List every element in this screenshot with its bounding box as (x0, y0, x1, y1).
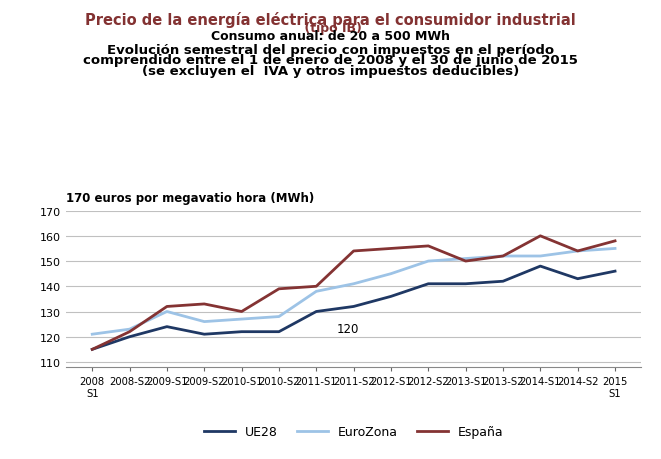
Text: comprendido entre el 1 de enero de 2008 y el 30 de junio de 2015: comprendido entre el 1 de enero de 2008 … (83, 54, 578, 67)
España (313, 284, 321, 290)
UE28 (350, 304, 358, 309)
UE28 (611, 269, 619, 274)
EuroZona (499, 254, 507, 259)
EuroZona (275, 314, 283, 319)
EuroZona (424, 259, 432, 264)
Text: 170 euros por megavatio hora (MWh): 170 euros por megavatio hora (MWh) (66, 191, 315, 204)
España (461, 259, 469, 264)
España (275, 286, 283, 292)
Line: España: España (93, 236, 615, 350)
España (387, 246, 395, 252)
UE28 (89, 347, 97, 353)
España (163, 304, 171, 309)
España (126, 329, 134, 335)
Line: EuroZona: EuroZona (93, 249, 615, 335)
UE28 (536, 264, 544, 269)
EuroZona (574, 249, 582, 254)
España (238, 309, 246, 314)
UE28 (499, 279, 507, 285)
EuroZona (536, 254, 544, 259)
Text: (se excluyen el  IVA y otros impuestos deducibles): (se excluyen el IVA y otros impuestos de… (142, 65, 519, 78)
UE28 (387, 294, 395, 299)
Text: Precio de la energía eléctrica para el consumidor industrial: Precio de la energía eléctrica para el c… (85, 11, 576, 28)
EuroZona (200, 319, 208, 325)
Text: 120: 120 (337, 323, 359, 336)
Legend: UE28, EuroZona, España: UE28, EuroZona, España (199, 420, 508, 443)
UE28 (313, 309, 321, 314)
España (350, 249, 358, 254)
España (424, 244, 432, 249)
UE28 (275, 329, 283, 335)
España (89, 347, 97, 353)
UE28 (200, 332, 208, 337)
EuroZona (89, 332, 97, 337)
Text: Consumo anual: de 20 a 500 MWh: Consumo anual: de 20 a 500 MWh (211, 30, 450, 43)
UE28 (126, 334, 134, 340)
EuroZona (461, 256, 469, 262)
EuroZona (387, 271, 395, 277)
España (499, 254, 507, 259)
EuroZona (163, 309, 171, 314)
UE28 (163, 324, 171, 330)
UE28 (574, 276, 582, 282)
EuroZona (611, 246, 619, 252)
EuroZona (350, 281, 358, 287)
EuroZona (313, 289, 321, 294)
España (611, 239, 619, 244)
España (200, 302, 208, 307)
España (574, 249, 582, 254)
UE28 (424, 281, 432, 287)
Line: UE28: UE28 (93, 267, 615, 350)
UE28 (238, 329, 246, 335)
UE28 (461, 281, 469, 287)
Text: Evolución semestral del precio con impuestos en el período: Evolución semestral del precio con impue… (107, 44, 554, 56)
España (536, 234, 544, 239)
EuroZona (126, 327, 134, 332)
Text: (tipo IB): (tipo IB) (299, 22, 362, 34)
EuroZona (238, 317, 246, 322)
